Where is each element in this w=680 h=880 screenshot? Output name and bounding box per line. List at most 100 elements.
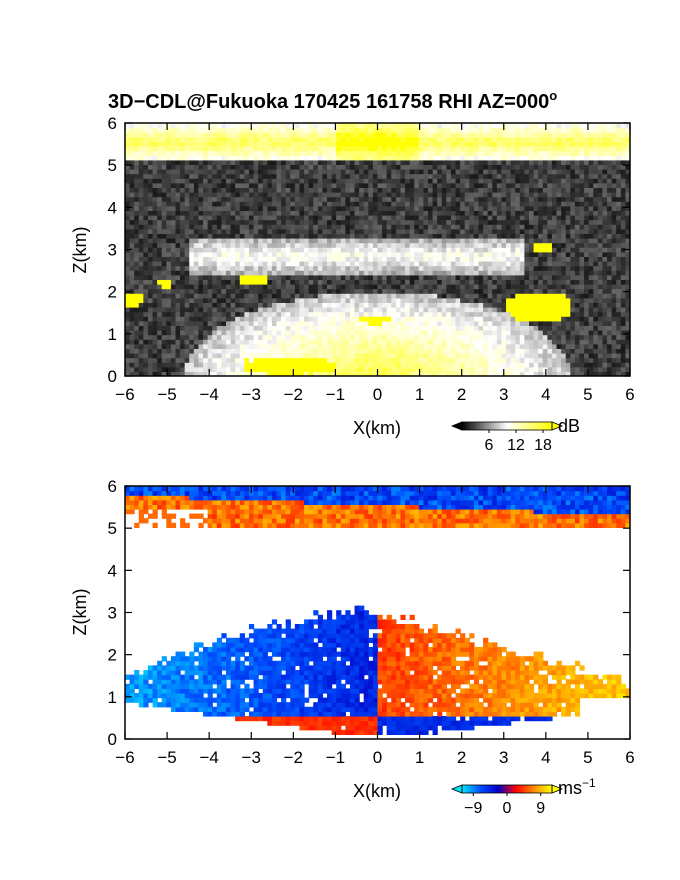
heatmap-cell xyxy=(423,339,429,345)
heatmap-cell xyxy=(276,187,282,193)
heatmap-cell xyxy=(428,371,434,376)
heatmap-cell xyxy=(345,371,351,376)
heatmap-cell xyxy=(409,371,415,376)
heatmap-cell xyxy=(129,357,135,363)
heatmap-cell xyxy=(304,274,310,280)
heatmap-cell xyxy=(336,146,342,152)
heatmap-cell xyxy=(304,228,310,234)
heatmap-cell xyxy=(382,343,388,349)
heatmap-cell xyxy=(230,215,236,221)
heatmap-cell xyxy=(281,224,287,230)
heatmap-cell xyxy=(492,201,498,207)
heatmap-cell xyxy=(492,224,498,230)
heatmap-cell xyxy=(170,187,177,193)
heatmap-cell xyxy=(510,288,516,294)
heatmap-cell xyxy=(193,288,200,294)
heatmap-cell xyxy=(437,182,443,188)
heatmap-cell xyxy=(469,279,475,285)
heatmap-cell xyxy=(180,146,186,152)
heatmap-cell xyxy=(336,242,342,248)
heatmap-cell xyxy=(212,169,218,175)
heatmap-cell xyxy=(340,307,346,313)
heatmap-cell xyxy=(331,362,337,368)
heatmap-cell xyxy=(524,215,530,221)
heatmap-cell xyxy=(271,201,278,207)
heatmap-cell xyxy=(400,224,406,230)
heatmap-cell xyxy=(473,343,480,349)
heatmap-cell xyxy=(372,150,379,156)
heatmap-cell xyxy=(524,279,530,285)
heatmap-cell xyxy=(230,274,236,280)
heatmap-cell xyxy=(414,159,420,165)
heatmap-cell xyxy=(432,132,438,138)
heatmap-cell xyxy=(304,141,310,147)
heatmap-cell xyxy=(244,196,250,202)
heatmap-cell xyxy=(322,279,328,285)
heatmap-cell xyxy=(437,270,443,276)
heatmap-cell xyxy=(180,293,186,299)
heatmap-cell xyxy=(363,192,369,198)
heatmap-cell xyxy=(409,228,415,234)
heatmap-cell xyxy=(501,343,507,349)
heatmap-cell xyxy=(138,182,144,188)
heatmap-cell xyxy=(235,307,241,313)
heatmap-cell xyxy=(147,192,154,198)
heatmap-cell xyxy=(262,187,268,193)
heatmap-cell xyxy=(147,146,154,152)
heatmap-cell xyxy=(152,127,158,133)
heatmap-cell xyxy=(308,215,314,221)
heatmap-cell xyxy=(501,274,507,280)
heatmap-cell xyxy=(138,178,144,184)
heatmap-cell xyxy=(152,325,158,331)
heatmap-cell xyxy=(405,339,411,345)
heatmap-cell xyxy=(492,215,498,221)
heatmap-cell xyxy=(317,159,324,165)
heatmap-cell xyxy=(515,210,521,216)
heatmap-cell xyxy=(409,325,415,331)
heatmap-cell xyxy=(450,334,457,340)
heatmap-cell xyxy=(478,362,484,368)
heatmap-cell xyxy=(212,164,218,170)
heatmap-cell xyxy=(193,210,200,216)
heatmap-cell xyxy=(391,201,397,207)
heatmap-cell xyxy=(460,215,466,221)
heatmap-cell xyxy=(262,228,268,234)
heatmap-cell xyxy=(331,311,337,317)
heatmap-cell xyxy=(478,173,484,179)
heatmap-cell xyxy=(322,233,328,239)
heatmap-cell xyxy=(386,265,392,271)
heatmap-cell xyxy=(409,238,415,244)
heatmap-cell xyxy=(483,288,489,294)
heatmap-cell xyxy=(294,242,301,248)
heatmap-cell xyxy=(473,159,480,165)
heatmap-cell xyxy=(221,265,227,271)
heatmap-cell xyxy=(405,311,411,317)
heatmap-cell xyxy=(529,261,535,267)
heatmap-cell xyxy=(405,293,411,299)
heatmap-cell xyxy=(221,187,227,193)
heatmap-cell xyxy=(469,261,475,267)
heatmap-cell xyxy=(524,293,530,299)
heatmap-cell xyxy=(432,274,438,280)
heatmap-cell xyxy=(152,132,158,138)
heatmap-cell xyxy=(478,343,484,349)
heatmap-cell xyxy=(152,288,158,294)
heatmap-cell xyxy=(464,150,470,156)
heatmap-cell xyxy=(354,224,360,230)
heatmap-cell xyxy=(395,123,402,129)
heatmap-cell xyxy=(290,274,296,280)
heatmap-cell xyxy=(473,132,480,138)
heatmap-cell xyxy=(400,297,406,303)
heatmap-cell xyxy=(161,371,167,376)
heatmap-cell xyxy=(157,155,163,161)
heatmap-cell xyxy=(235,371,241,376)
heatmap-cell xyxy=(354,187,360,193)
heatmap-cell xyxy=(510,348,516,354)
heatmap-cell xyxy=(166,136,172,142)
heatmap-cell xyxy=(235,187,241,193)
heatmap-cell xyxy=(533,219,539,225)
heatmap-cell xyxy=(538,242,544,248)
heatmap-cell xyxy=(258,353,264,359)
heatmap-cell xyxy=(377,279,383,285)
heatmap-cell xyxy=(147,325,154,331)
